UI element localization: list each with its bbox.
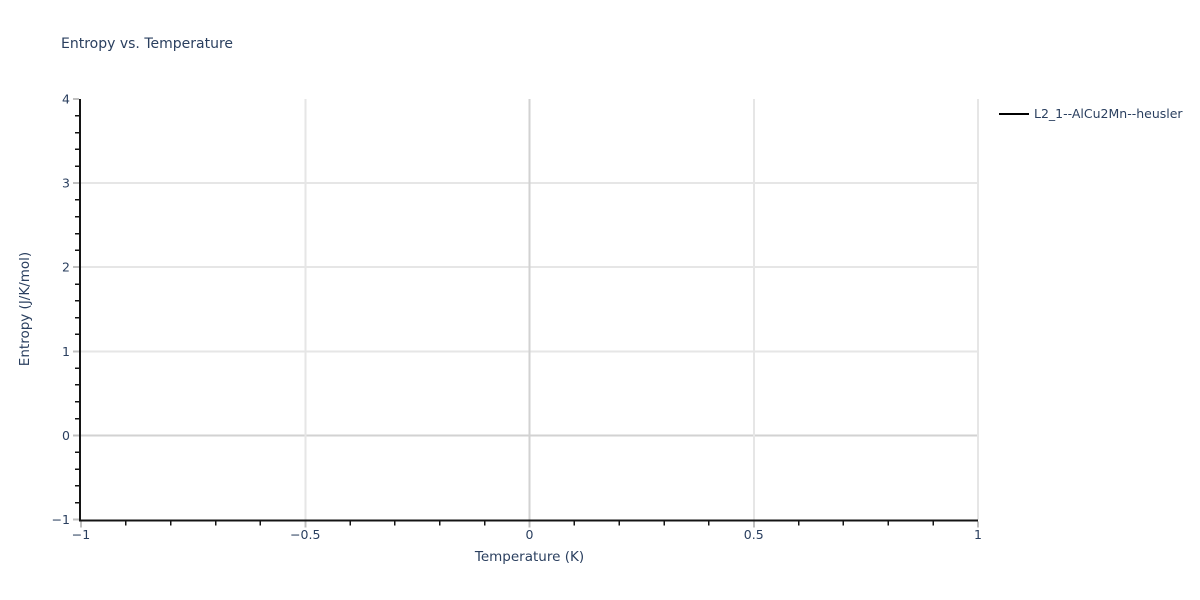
- legend-label: L2_1--AlCu2Mn--heusler: [1034, 106, 1183, 121]
- x-tick-label: −0.5: [290, 527, 320, 542]
- y-tick-label: −1: [52, 512, 70, 527]
- y-axis-title: Entropy (J/K/mol): [17, 251, 33, 367]
- x-tick-label: 1: [974, 527, 982, 542]
- legend-line-swatch: [999, 112, 1029, 115]
- y-tick-label: 3: [62, 176, 70, 191]
- y-tick-label: 2: [62, 260, 70, 275]
- y-tick-label: 4: [62, 92, 70, 107]
- x-axis-title: Temperature (K): [474, 549, 585, 565]
- x-tick-label: −1: [72, 527, 90, 542]
- chart-title: Entropy vs. Temperature: [61, 36, 234, 52]
- y-tick-label: 1: [62, 344, 70, 359]
- legend-item[interactable]: L2_1--AlCu2Mn--heusler: [999, 106, 1183, 121]
- x-tick-label: 0.5: [744, 527, 764, 542]
- y-tick-label: 0: [62, 428, 70, 443]
- x-tick-label: 0: [526, 527, 534, 542]
